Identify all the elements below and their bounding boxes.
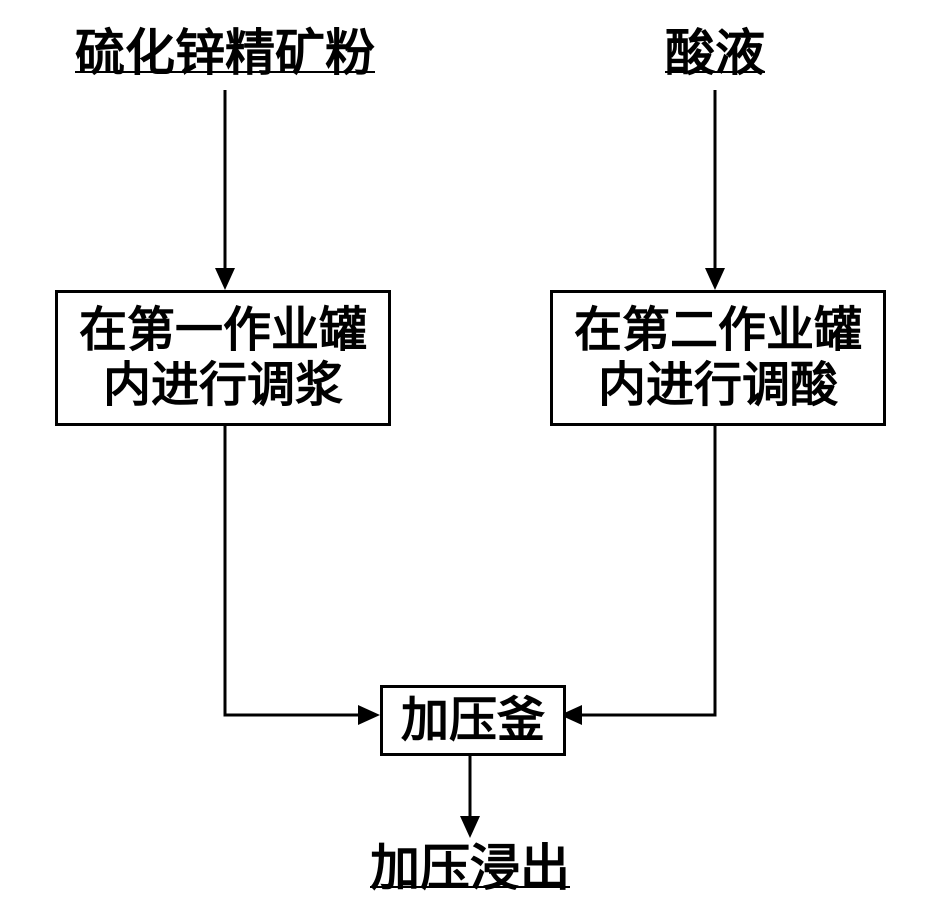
process-box-right-text: 在第二作业罐 内进行调酸 <box>574 303 862 413</box>
arrowhead-box-left-to-center <box>358 705 380 725</box>
edge-box-left-to-center <box>225 420 367 715</box>
output-label: 加压浸出 <box>365 840 575 898</box>
process-box-center-text: 加压釜 <box>401 693 545 748</box>
process-box-right: 在第二作业罐 内进行调酸 <box>550 290 886 426</box>
arrowhead-input-right-to-box-right <box>705 268 725 290</box>
arrowhead-input-left-to-box-left <box>215 268 235 290</box>
edge-box-right-to-center <box>573 420 715 715</box>
input-right-label: 酸液 <box>650 25 780 83</box>
process-box-center: 加压釜 <box>380 685 566 756</box>
arrowhead-center-to-output <box>460 816 480 838</box>
input-left-label: 硫化锌精矿粉 <box>65 25 385 83</box>
flowchart-arrows <box>0 0 938 914</box>
flowchart-canvas: 硫化锌精矿粉 酸液 在第一作业罐 内进行调浆 在第二作业罐 内进行调酸 加压釜 … <box>0 0 938 914</box>
process-box-left: 在第一作业罐 内进行调浆 <box>55 290 391 426</box>
process-box-left-text: 在第一作业罐 内进行调浆 <box>79 303 367 413</box>
